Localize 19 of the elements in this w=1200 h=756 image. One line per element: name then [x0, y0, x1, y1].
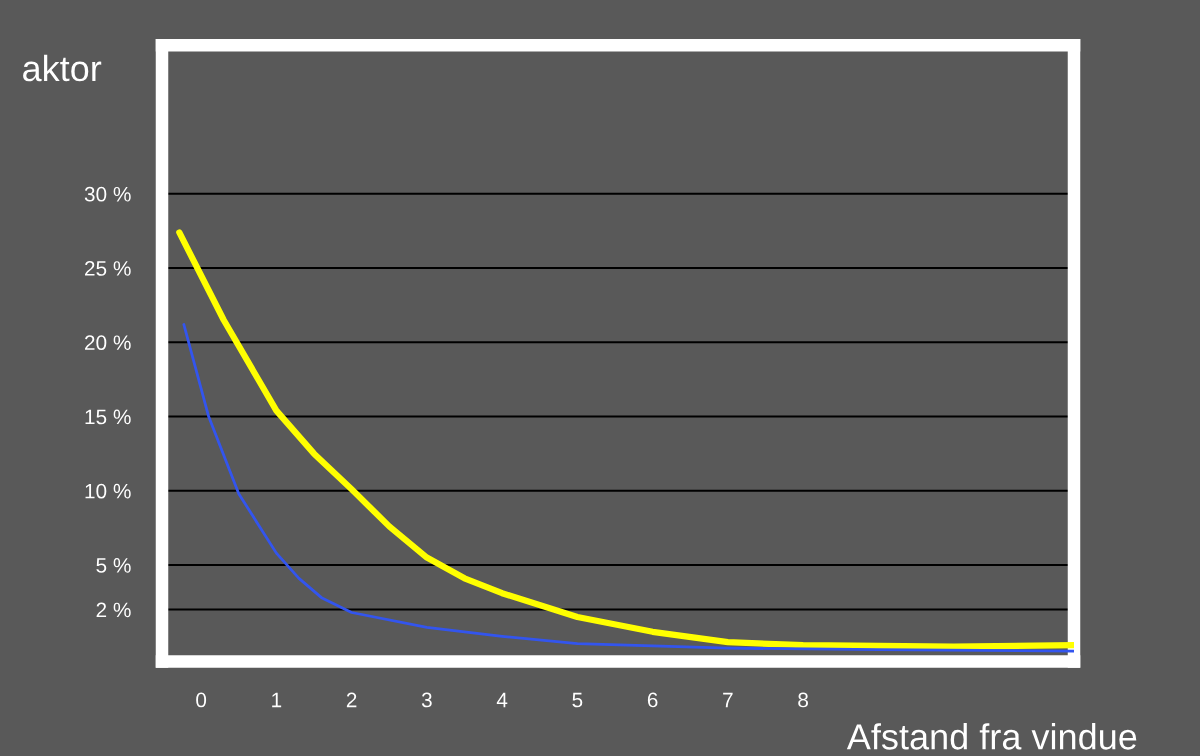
y-tick-label: 2 % [96, 602, 131, 618]
x-tick-label: 6 [647, 692, 658, 708]
y-tick-label: 15 % [85, 409, 131, 425]
y-tick-label: 10 % [85, 483, 131, 499]
y-tick-label: 20 % [85, 335, 131, 351]
x-tick-label: 4 [496, 692, 508, 708]
x-tick-label: 8 [798, 692, 808, 708]
y-tick-label: 30 % [84, 186, 131, 202]
x-tick-label: 1 [272, 692, 282, 708]
y-tick-label: 25 % [85, 261, 131, 276]
x-tick-label: 7 [723, 692, 733, 708]
y-tick-label: 5 % [96, 558, 131, 573]
x-tick-label: 0 [196, 692, 207, 708]
x-tick-label: 3 [421, 692, 432, 708]
x-tick-label: 2 [346, 692, 357, 708]
x-axis-title: Afstand fra vindue [846, 723, 1137, 750]
x-tick-label: 5 [572, 692, 583, 708]
line-series [182, 323, 1074, 653]
y-axis-title: aktor [23, 54, 102, 82]
